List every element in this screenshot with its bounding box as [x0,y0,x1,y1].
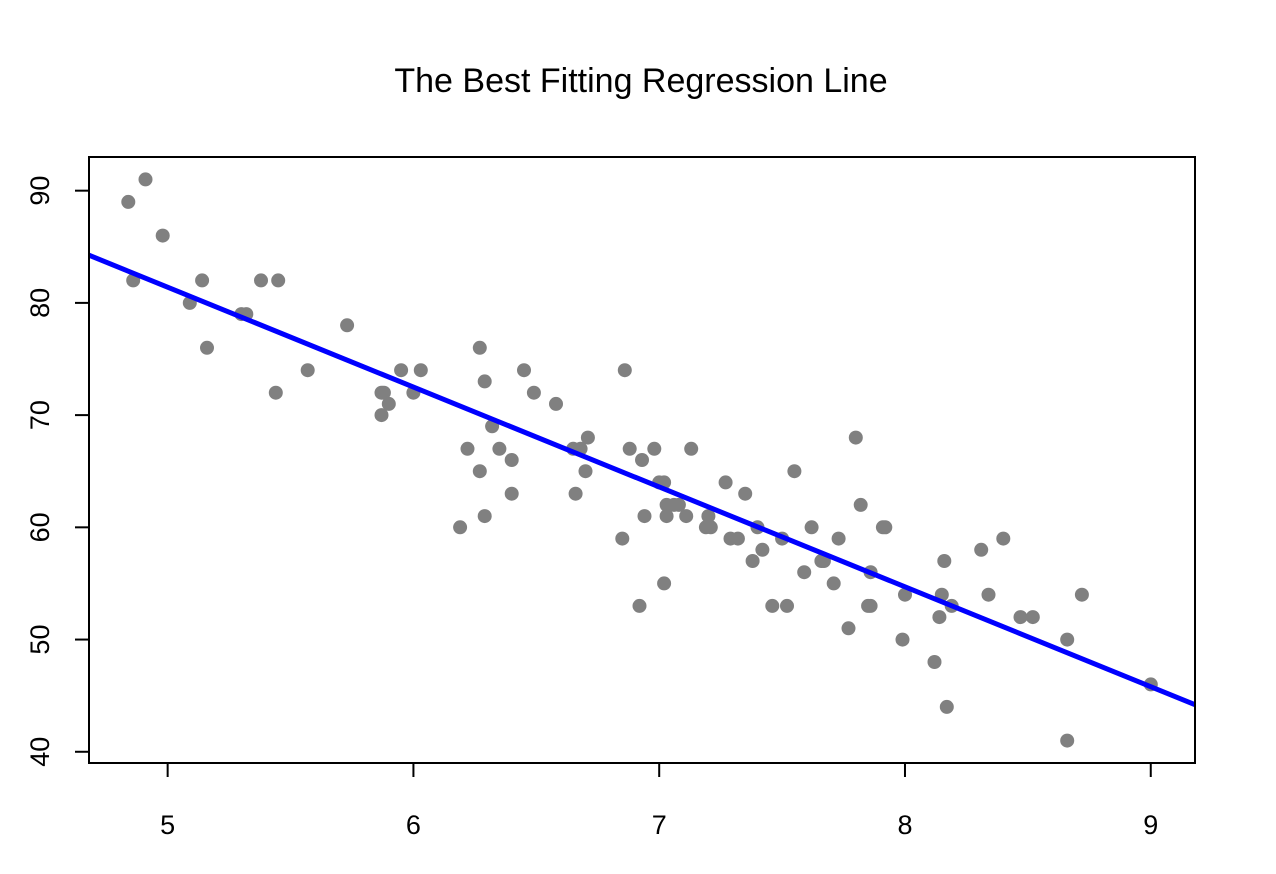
data-point [974,542,989,557]
data-point [848,430,863,445]
data-point [460,441,475,456]
data-point [271,273,286,288]
y-tick-label: 80 [25,288,55,318]
data-point [200,340,214,355]
data-point [939,699,954,714]
data-point [1060,733,1075,748]
y-tick-label: 60 [25,512,55,542]
data-point [730,531,745,546]
data-point [568,486,583,501]
data-point [981,587,996,602]
data-point [745,554,760,568]
data-point [932,610,947,625]
data-point [381,396,396,411]
data-point [780,598,794,613]
data-point [1060,632,1075,647]
data-point [340,318,355,333]
data-point [765,598,780,613]
data-point [703,520,718,535]
x-tick-label: 9 [1143,810,1158,840]
data-point [863,598,878,613]
data-point [578,464,593,479]
data-point [895,632,910,647]
x-tick-label: 8 [897,810,912,840]
data-point [632,598,647,613]
regression-line [88,252,1196,708]
data-point [831,531,846,546]
data-point [374,408,389,423]
data-point [254,273,268,288]
data-point [841,621,856,636]
data-point [659,509,674,524]
data-point [394,363,409,378]
data-point [853,497,868,512]
x-tick-label: 6 [406,810,421,840]
data-point [1025,610,1040,625]
data-point [878,520,893,535]
data-point [755,542,770,557]
regression-line-layer [88,252,1196,708]
x-tick-label: 5 [160,810,175,840]
data-point [477,509,492,524]
data-point [635,453,649,467]
data-point [413,363,428,378]
data-point [376,385,391,400]
plot-frame [88,156,1196,764]
data-point [268,385,283,400]
data-point [492,441,507,456]
data-point [927,655,942,669]
data-point [738,486,753,501]
data-point [549,396,563,411]
data-point [684,441,699,456]
data-point [647,441,662,456]
y-tick-label: 70 [25,400,55,430]
data-point [1074,587,1089,602]
data-point [517,363,531,378]
data-point [671,497,686,512]
y-tick-label: 50 [25,625,55,655]
data-point [615,531,630,546]
y-axis: 40 50 60 70 80 90 [25,176,89,767]
data-point [138,172,153,187]
data-point [580,430,595,445]
data-point [453,520,468,535]
x-tick-label: 7 [652,810,667,840]
chart-title: The Best Fitting Regression Line [394,62,887,100]
data-point [701,509,716,524]
data-point [637,509,652,524]
x-axis: 5 6 7 8 9 [160,763,1158,840]
data-point [472,340,487,355]
data-point [718,475,733,490]
data-point [526,385,541,400]
data-point [937,554,952,568]
data-point [679,509,694,524]
data-point [787,464,802,479]
y-tick-label: 40 [25,737,55,767]
data-point [996,531,1011,546]
data-point [622,441,637,456]
data-point [477,374,492,389]
data-point [155,228,170,243]
data-point [472,464,487,479]
data-point [504,453,519,467]
data-point [300,363,315,378]
data-point [195,273,210,288]
data-point [657,576,672,591]
data-points [121,172,1158,748]
data-point [504,486,519,501]
data-point [121,194,136,209]
data-point [804,520,819,535]
data-point [1013,610,1028,625]
data-point [797,565,812,580]
data-point [898,587,912,602]
data-point [617,363,632,378]
data-point [826,576,841,591]
y-tick-label: 90 [25,176,55,206]
